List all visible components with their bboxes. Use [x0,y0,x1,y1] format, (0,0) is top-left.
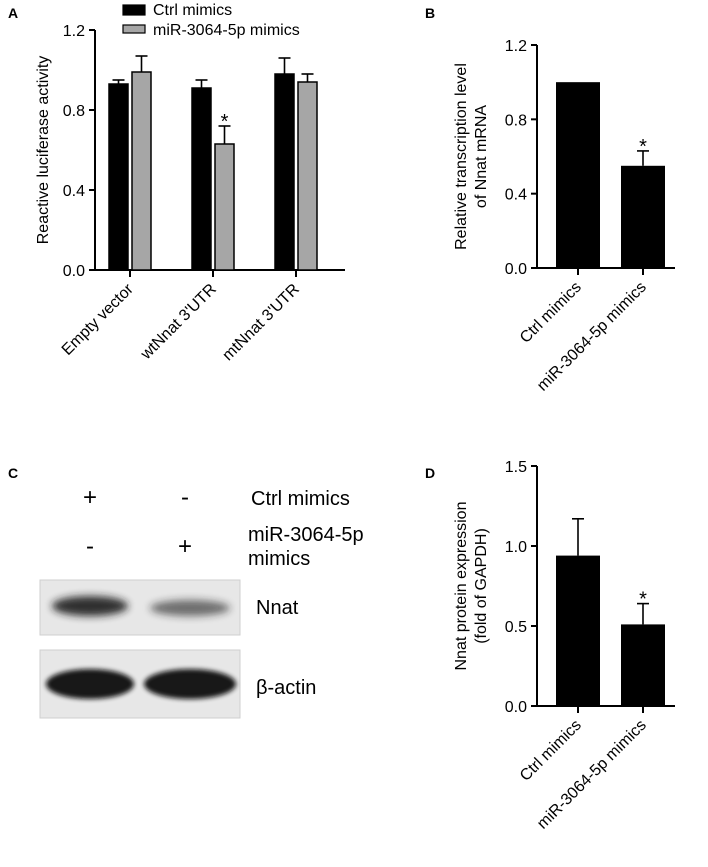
chart-a-legend-label: miR-3064-5p mimics [153,22,300,39]
chart-d-y-tick-label: 0.5 [505,619,527,636]
blot-row2-label-line2: mimics [248,548,310,570]
panel-label-d: D [425,465,435,481]
band-actin-lane1 [46,669,134,699]
blot-label-actin: β-actin [256,677,316,699]
chart-a-bar [274,73,295,271]
chart-b-y-tick-label: 0.4 [505,187,527,204]
chart-a-y-tick-label: 0.0 [63,263,85,280]
chart-a-y-axis-label: Reactive luciferase activity [35,56,52,245]
chart-b-bar [556,82,600,269]
blot-row1-lane1: + [83,484,97,511]
chart-d-y-axis-label: (fold of GAPDH) [473,528,490,644]
chart-b-y-tick-label: 0.8 [505,112,527,129]
chart-d-x-tick-label: miR-3064-5p mimics [534,717,650,833]
chart-a-bar [131,71,152,271]
chart-d-y-tick-label: 1.0 [505,539,527,556]
chart-b-significance: * [639,136,647,158]
chart-b-y-axis-label: Relative transcription level [453,63,470,250]
chart-a-legend-swatch [122,24,146,34]
chart-a-y-tick-label: 0.4 [63,183,85,200]
blot-row2-label-line1: miR-3064-5p [248,524,364,546]
chart-a-y-tick-label: 1.2 [63,23,85,40]
chart-a-bar [108,83,129,271]
chart-d: 0.0 0.5 1.0 1.5 Nnat protein expression (fold… [453,459,675,833]
chart-b-y-tick-label: 0.0 [505,261,527,278]
chart-a-x-tick-label: Empty vector [59,280,138,359]
chart-a-bar [214,143,235,271]
chart-d-y-tick-label: 1.5 [505,459,527,476]
chart-a-x-tick-label: mtNnat 3'UTR [219,281,302,364]
chart-d-x-tick-label: Ctrl mimics [517,717,585,785]
chart-a-legend-swatch [122,4,146,16]
chart-a-legend-label: Ctrl mimics [153,2,232,19]
blot-row2-lane2: + [178,533,192,560]
chart-a: 0.0 0.4 0.8 1.2 Reactive luciferase activity… [35,2,345,364]
panel-label-a: A [8,5,18,21]
chart-b: 0.0 0.4 0.8 1.2 Relative transcription level… [453,38,675,395]
band-nnat-lane1 [52,596,128,616]
blot-row1-lane2: - [181,484,189,511]
chart-d-y-axis-label: Nnat protein expression [453,502,470,671]
panel-label-b: B [425,5,435,21]
chart-d-bar [621,624,665,706]
chart-b-y-tick-label: 1.2 [505,38,527,55]
blot-label-nnat: Nnat [256,597,299,619]
chart-a-significance: * [221,111,229,133]
panel-label-c: C [8,465,18,481]
chart-b-x-tick-label: Ctrl mimics [517,279,585,347]
chart-d-y-tick-label: 0.0 [505,699,527,716]
chart-a-bar [297,81,318,271]
chart-d-bar [556,555,600,706]
blot-row2-lane1: - [86,533,94,560]
chart-b-y-axis-label: of Nnat mRNA [473,105,490,208]
chart-b-bar [621,165,665,268]
chart-b-x-tick-label: miR-3064-5p mimics [534,279,650,395]
band-actin-lane2 [144,669,236,699]
band-nnat-lane2 [150,600,230,616]
chart-a-x-tick-label: wtNnat 3'UTR [137,281,220,364]
western-blot: + - Ctrl mimics - + miR-3064-5p mimics N… [39,484,364,719]
chart-a-bar [191,87,212,271]
chart-a-y-tick-label: 0.8 [63,103,85,120]
blot-row1-label: Ctrl mimics [251,488,350,510]
chart-d-significance: * [639,589,647,611]
